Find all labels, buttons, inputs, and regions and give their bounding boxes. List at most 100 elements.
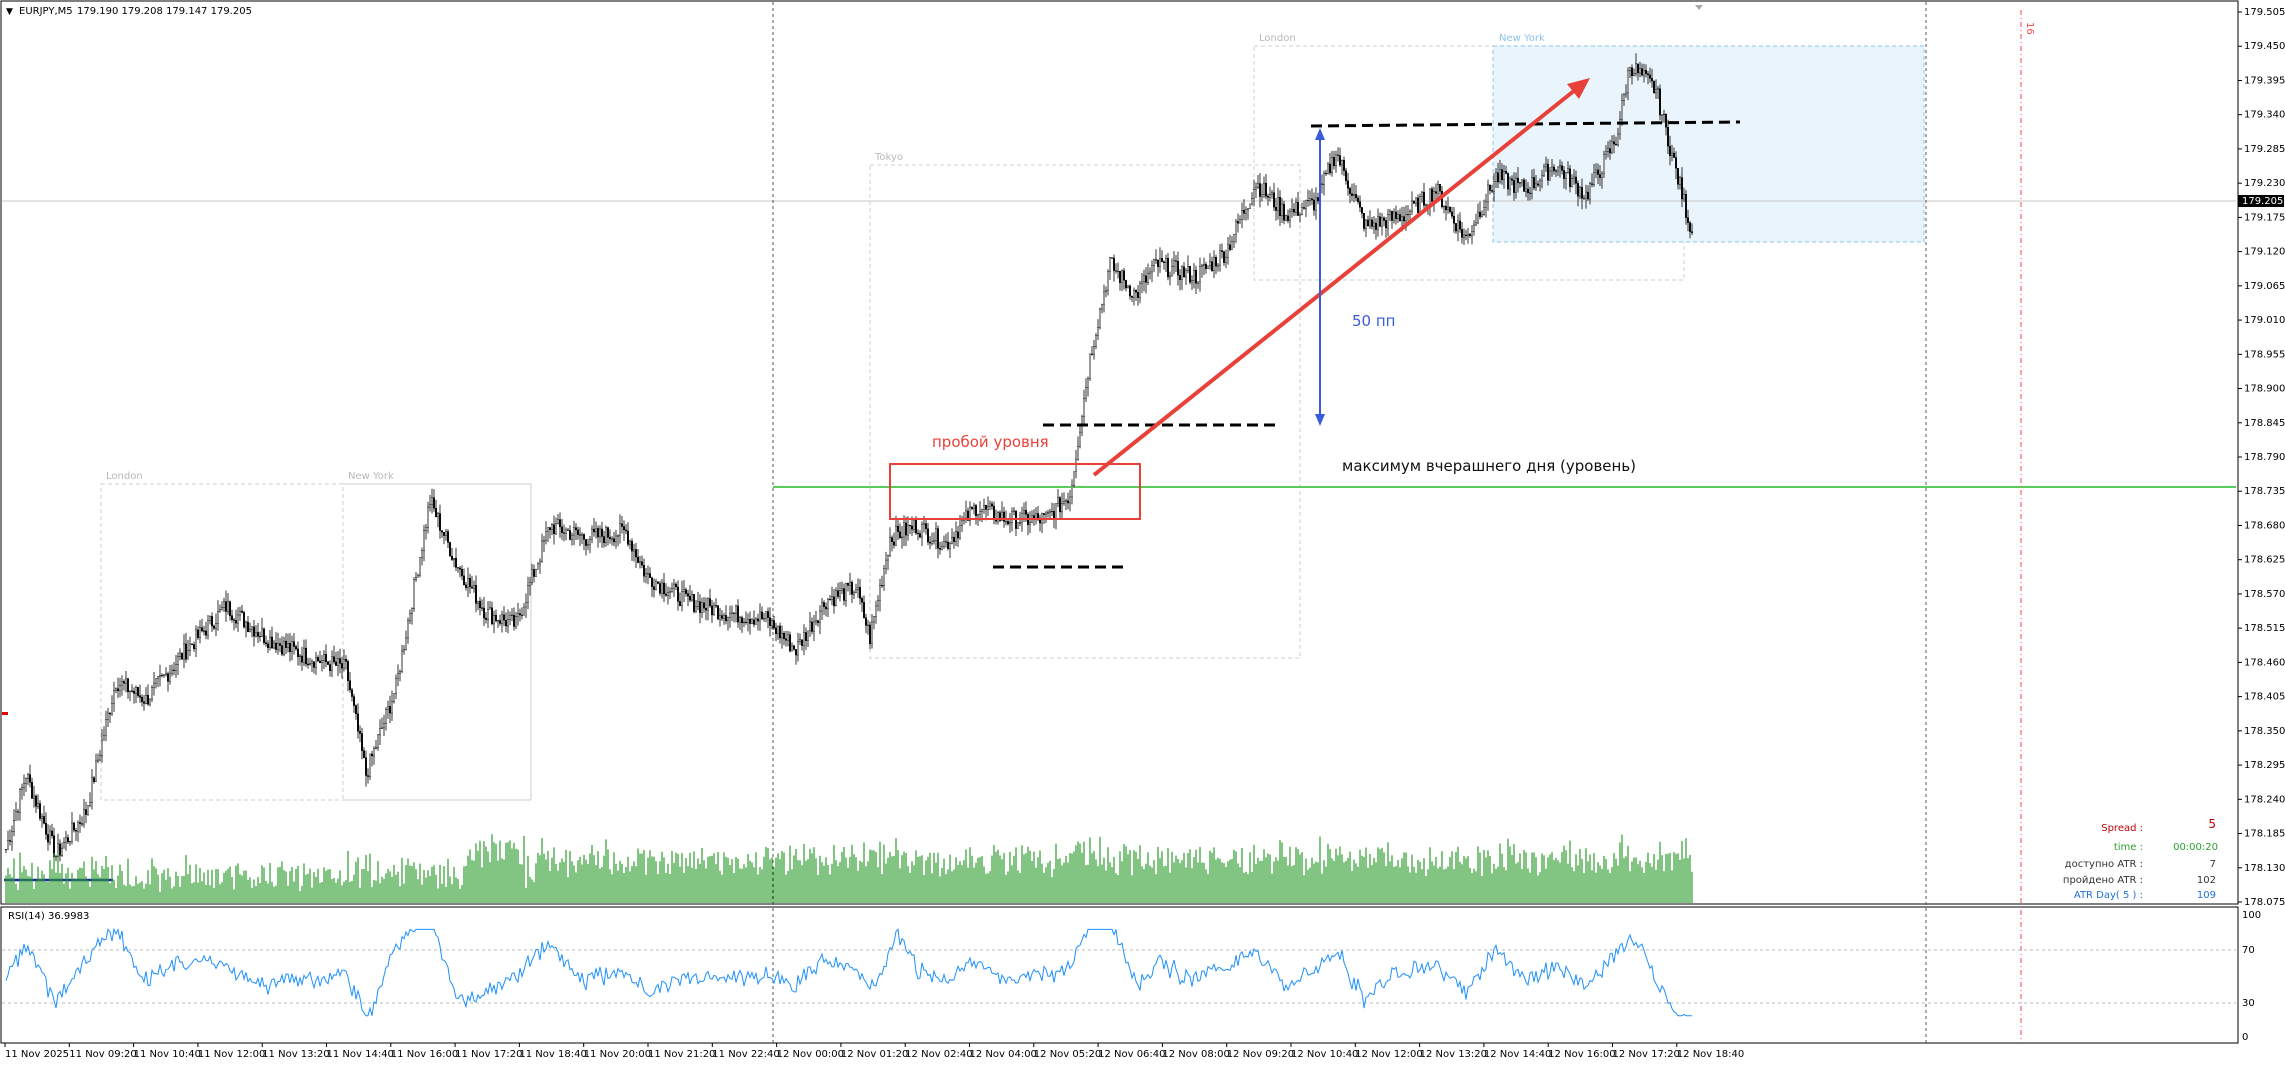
volume-bar [1027, 846, 1029, 903]
time-tick-label: 12 Nov 06:40 [1098, 1049, 1165, 1060]
volume-bar [1661, 855, 1663, 903]
candle-body [845, 582, 848, 601]
volume-bar [179, 886, 181, 903]
volume-bar [581, 864, 583, 903]
candle-body [911, 525, 914, 530]
volume-bar [1551, 852, 1553, 903]
volume-bar [995, 851, 997, 903]
candle-body [1564, 171, 1567, 179]
candle-body [1408, 211, 1411, 215]
candle-body [329, 664, 332, 671]
candle-body [921, 524, 924, 538]
candle-body [1210, 261, 1213, 271]
volume-bar [1331, 858, 1333, 903]
volume-bar [181, 876, 183, 903]
candle-body [657, 581, 660, 584]
volume-bar [1683, 858, 1685, 903]
candle-body [116, 688, 119, 691]
volume-bar [895, 838, 897, 903]
chart-menu-icon[interactable]: ▼ [6, 7, 13, 17]
candle-body [1562, 170, 1565, 179]
candle-body [1688, 222, 1691, 232]
volume-bar [1621, 834, 1623, 903]
volume-bar [1075, 845, 1077, 903]
volume-bar [675, 852, 677, 903]
volume-bar [1639, 860, 1641, 903]
candle-body [711, 605, 714, 616]
candle-body [1516, 177, 1519, 183]
volume-bar [1061, 865, 1063, 903]
volume-bar [141, 881, 143, 903]
volume-bar [1517, 862, 1519, 903]
shift-marker-icon[interactable] [1695, 5, 1703, 10]
candle-body [453, 558, 456, 560]
volume-bar [1645, 861, 1647, 903]
candle-body [63, 842, 66, 849]
candle-body [1540, 175, 1543, 182]
candle-body [1412, 200, 1415, 204]
candle-body [1005, 521, 1008, 523]
candle-body [1300, 207, 1303, 215]
candle-body [1508, 178, 1511, 190]
volume-bar [763, 856, 765, 903]
volume-bar [1495, 868, 1497, 903]
volume-bar [177, 876, 179, 903]
volume-bar [1425, 876, 1427, 903]
candle-body [915, 519, 918, 534]
volume-bar [1329, 849, 1331, 903]
volume-bar [79, 867, 81, 903]
volume-bar [849, 856, 851, 903]
volume-bar [93, 869, 95, 903]
candle-body [965, 510, 968, 519]
volume-bar [969, 847, 971, 903]
volume-bar [1183, 852, 1185, 903]
volume-bar [47, 881, 49, 903]
candle-body [1686, 217, 1689, 223]
volume-bar [203, 872, 205, 903]
volume-bar [481, 867, 483, 903]
candle-body [222, 601, 225, 608]
volume-bar [1233, 849, 1235, 903]
candle-body [14, 811, 17, 821]
volume-bar [1073, 851, 1075, 903]
volume-bar [1315, 861, 1317, 903]
volume-bar [533, 881, 535, 903]
candle-body [581, 534, 584, 536]
trend-arrow-head [1567, 78, 1590, 99]
volume-bar [681, 853, 683, 903]
volume-bar [873, 850, 875, 903]
candle-body [1007, 521, 1010, 525]
volume-bar [899, 868, 901, 903]
candle-body [897, 525, 900, 532]
volume-bar [1093, 851, 1095, 903]
candle-body [535, 569, 538, 577]
candle-body [607, 527, 610, 538]
candle-body [729, 613, 732, 618]
candle-body [1258, 183, 1261, 197]
candle-body [339, 658, 342, 664]
volume-bar [1335, 848, 1337, 903]
volume-bar [455, 877, 457, 903]
volume-bar [1541, 853, 1543, 903]
volume-bar [1051, 876, 1053, 903]
candle-body [200, 627, 203, 632]
volume-bar [1323, 860, 1325, 903]
price-tick-label: 178.350 [2244, 726, 2285, 737]
volume-bar [841, 851, 843, 903]
candle-body [541, 540, 544, 562]
candle-body [413, 579, 416, 609]
volume-bar [429, 875, 431, 903]
candle-body [953, 536, 956, 542]
volume-bar [1013, 855, 1015, 903]
volume-bar [1515, 863, 1517, 903]
candle-body [797, 641, 800, 656]
candle-body [819, 610, 822, 623]
volume-bar [45, 881, 47, 903]
volume-bar [1579, 848, 1581, 903]
candle-body [521, 614, 524, 616]
volume-bar [559, 862, 561, 903]
candle-body [1536, 183, 1539, 186]
volume-bar [381, 876, 383, 903]
candle-body [1294, 202, 1297, 213]
